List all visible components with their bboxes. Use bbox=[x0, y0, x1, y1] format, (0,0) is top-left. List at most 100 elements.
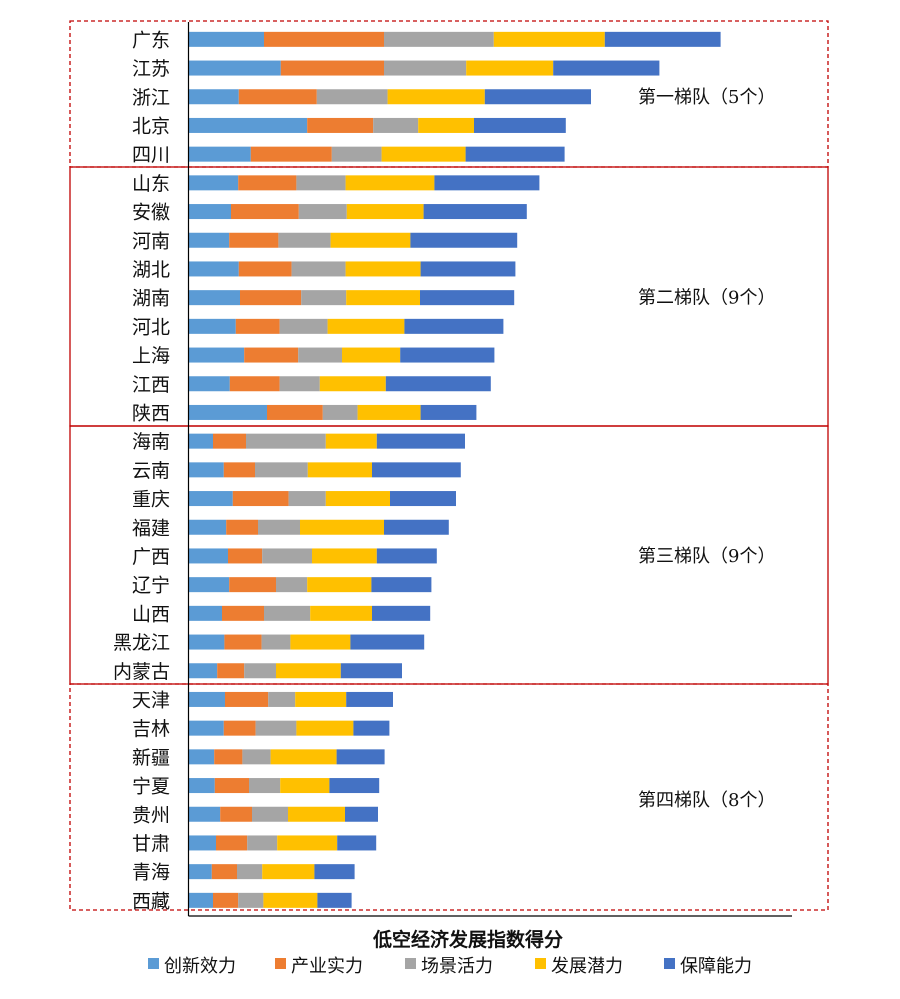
bar-segment-陕西-保障能力 bbox=[420, 404, 477, 420]
bar-segment-河北-发展潜力 bbox=[327, 318, 405, 334]
y-tick-label: 湖南 bbox=[132, 288, 170, 310]
y-tick-label: 新疆 bbox=[132, 747, 170, 769]
bar-segment-江苏-保障能力 bbox=[553, 60, 660, 76]
bar-segment-海南-创新效力 bbox=[189, 433, 213, 449]
bar-segment-广西-保障能力 bbox=[376, 548, 437, 564]
bar-segment-北京-创新效力 bbox=[189, 117, 308, 133]
bar-segment-四川-创新效力 bbox=[189, 146, 251, 162]
bar-segment-北京-场景活力 bbox=[373, 117, 419, 133]
bar-segment-安徽-发展潜力 bbox=[346, 204, 424, 220]
bar-segment-辽宁-发展潜力 bbox=[307, 577, 372, 593]
bar-segment-安徽-创新效力 bbox=[189, 204, 231, 220]
bar-segment-广西-发展潜力 bbox=[312, 548, 377, 564]
bar-segment-青海-创新效力 bbox=[189, 864, 212, 880]
bar-segment-贵州-场景活力 bbox=[252, 806, 288, 822]
bar-segment-陕西-场景活力 bbox=[322, 404, 358, 420]
legend-swatch bbox=[535, 958, 546, 969]
bar-segment-宁夏-场景活力 bbox=[249, 778, 281, 794]
y-tick-label: 江苏 bbox=[132, 58, 170, 80]
bar-segment-四川-场景活力 bbox=[331, 146, 382, 162]
y-tick-label: 吉林 bbox=[132, 718, 170, 740]
bar-segment-福建-场景活力 bbox=[258, 519, 300, 535]
bar-segment-安徽-产业实力 bbox=[231, 204, 299, 220]
bar-segment-河北-产业实力 bbox=[235, 318, 280, 334]
y-tick-label: 贵州 bbox=[132, 804, 170, 826]
y-tick-label: 河南 bbox=[132, 230, 170, 252]
bar-segment-甘肃-创新效力 bbox=[189, 835, 216, 851]
bar-segment-河南-保障能力 bbox=[410, 232, 518, 248]
y-tick-label: 青海 bbox=[132, 862, 170, 884]
y-tick-label: 福建 bbox=[132, 517, 170, 539]
tier-label: 第三梯队（9个） bbox=[638, 546, 775, 567]
bar-segment-江苏-产业实力 bbox=[280, 60, 384, 76]
bar-segment-辽宁-保障能力 bbox=[371, 577, 432, 593]
bar-segment-天津-创新效力 bbox=[189, 691, 225, 707]
bar-segment-贵州-保障能力 bbox=[345, 806, 378, 822]
bar-segment-天津-场景活力 bbox=[268, 691, 296, 707]
bar-segment-安徽-保障能力 bbox=[423, 204, 527, 220]
legend: 创新效力 产业实力 场景活力 发展潜力 保障能力 bbox=[148, 956, 752, 977]
bar-segment-福建-保障能力 bbox=[384, 519, 449, 535]
tier-label: 第一梯队（5个） bbox=[638, 87, 775, 108]
bar-segment-江西-保障能力 bbox=[385, 376, 491, 392]
bar-segment-河南-发展潜力 bbox=[330, 232, 411, 248]
bar-segment-黑龙江-保障能力 bbox=[350, 634, 425, 650]
bar-segment-河北-创新效力 bbox=[189, 318, 236, 334]
bar-segment-江西-创新效力 bbox=[189, 376, 230, 392]
bar-segment-福建-创新效力 bbox=[189, 519, 227, 535]
bar-segment-西藏-发展潜力 bbox=[263, 892, 318, 908]
bar-segment-重庆-发展潜力 bbox=[325, 491, 390, 507]
legend-label: 发展潜力 bbox=[551, 956, 623, 977]
y-tick-label: 西藏 bbox=[132, 890, 170, 912]
bar-segment-上海-创新效力 bbox=[189, 347, 245, 363]
bar-segment-新疆-产业实力 bbox=[214, 749, 243, 765]
bar-segment-青海-场景活力 bbox=[237, 864, 263, 880]
y-tick-label: 江西 bbox=[132, 374, 170, 396]
legend-label: 产业实力 bbox=[291, 956, 363, 977]
bar-segment-广东-产业实力 bbox=[264, 31, 384, 47]
tier-box bbox=[69, 683, 829, 911]
bar-segment-山西-场景活力 bbox=[264, 605, 311, 621]
y-tick-label: 海南 bbox=[132, 431, 170, 453]
bar-segment-云南-场景活力 bbox=[255, 462, 308, 478]
y-tick-label: 黑龙江 bbox=[113, 632, 170, 654]
bar-segment-青海-保障能力 bbox=[314, 864, 355, 880]
x-axis-title: 低空经济发展指数得分 bbox=[372, 928, 563, 951]
y-tick-label: 陕西 bbox=[132, 402, 170, 424]
y-tick-label: 宁夏 bbox=[132, 776, 170, 798]
bar-segment-海南-场景活力 bbox=[246, 433, 326, 449]
y-tick-label: 广东 bbox=[132, 29, 170, 51]
y-tick-label: 云南 bbox=[132, 460, 170, 482]
bar-segment-山东-发展潜力 bbox=[345, 175, 435, 191]
bar-segment-四川-发展潜力 bbox=[381, 146, 466, 162]
y-tick-label: 广西 bbox=[132, 546, 170, 568]
legend-label: 创新效力 bbox=[164, 956, 236, 977]
bar-segment-浙江-场景活力 bbox=[316, 89, 388, 105]
bar-segment-辽宁-场景活力 bbox=[276, 577, 308, 593]
bar-segment-甘肃-发展潜力 bbox=[277, 835, 338, 851]
bar-segment-上海-发展潜力 bbox=[342, 347, 401, 363]
bar-segment-甘肃-产业实力 bbox=[216, 835, 248, 851]
y-tick-label: 辽宁 bbox=[132, 575, 170, 597]
bar-segment-新疆-保障能力 bbox=[336, 749, 385, 765]
bar-segment-吉林-发展潜力 bbox=[296, 720, 354, 736]
bar-segment-湖北-发展潜力 bbox=[345, 261, 421, 277]
bar-segment-重庆-创新效力 bbox=[189, 491, 233, 507]
bar-segment-湖北-产业实力 bbox=[238, 261, 292, 277]
bar-segment-黑龙江-创新效力 bbox=[189, 634, 225, 650]
bar-segment-重庆-产业实力 bbox=[232, 491, 289, 507]
y-tick-label: 上海 bbox=[132, 345, 170, 367]
legend-swatch bbox=[275, 958, 286, 969]
bar-segment-北京-保障能力 bbox=[474, 117, 566, 133]
bar-segment-西藏-产业实力 bbox=[213, 892, 239, 908]
bar-segment-河南-场景活力 bbox=[278, 232, 331, 248]
bar-segment-湖南-产业实力 bbox=[240, 290, 302, 306]
y-tick-label: 内蒙古 bbox=[113, 661, 170, 683]
legend-swatch bbox=[664, 958, 675, 969]
y-tick-label: 浙江 bbox=[132, 87, 170, 109]
bar-segment-山西-创新效力 bbox=[189, 605, 222, 621]
y-tick-label: 甘肃 bbox=[132, 833, 170, 855]
bar-segment-河北-保障能力 bbox=[404, 318, 504, 334]
bar-segment-宁夏-保障能力 bbox=[329, 778, 380, 794]
bar-segment-新疆-创新效力 bbox=[189, 749, 215, 765]
